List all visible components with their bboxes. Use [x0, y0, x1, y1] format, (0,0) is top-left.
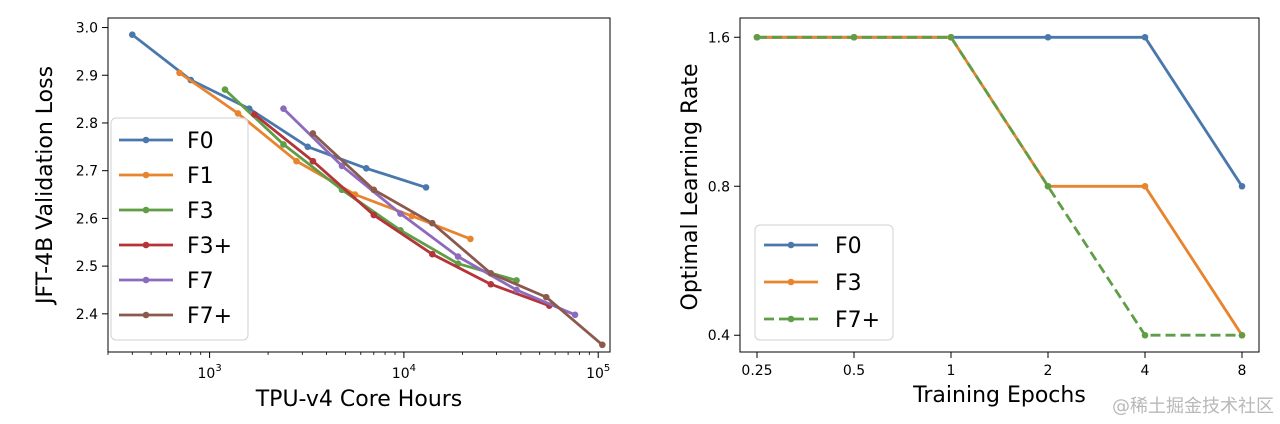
legend-marker-F7	[142, 276, 150, 284]
legend-marker-F7+	[787, 315, 795, 323]
x-tick-base: 10	[586, 366, 604, 382]
legend-marker-F3	[142, 206, 150, 214]
x-tick-label: 0.25	[741, 363, 772, 379]
legend-marker-F3	[787, 278, 795, 286]
legend-label-F0: F0	[187, 129, 214, 154]
y-tick-label: 1.6	[708, 30, 730, 46]
x-tick-label: 8	[1238, 363, 1247, 379]
x-axis-label: Training Epochs	[912, 383, 1086, 408]
x-tick-label: 105	[586, 363, 610, 382]
y-tick-label: 2.5	[76, 259, 98, 275]
x-tick-exponent: 5	[604, 363, 610, 374]
data-point-F3+	[487, 280, 495, 288]
data-point-F7+	[850, 33, 858, 41]
data-point-F0	[1238, 182, 1246, 190]
data-point-F7+	[542, 293, 550, 301]
x-tick-label: 4	[1141, 363, 1150, 379]
y-tick-label: 2.7	[76, 164, 98, 180]
data-point-F7	[454, 253, 462, 260]
y-tick-label: 2.8	[76, 116, 98, 132]
data-point-F7+	[947, 33, 955, 41]
x-tick-label: 2	[1044, 363, 1053, 379]
data-point-F3+	[309, 157, 317, 165]
chart-learning-rate-vs-epochs: 0.25 0.5 1 2 4 8 0.4 0.8 1.6 Training Epochs Optim…	[678, 17, 1260, 408]
x-axis-label: TPU-v4 Core Hours	[255, 387, 463, 412]
data-point-F7	[513, 286, 520, 294]
watermark: @稀土掘金技术社区	[1112, 396, 1274, 417]
y-axis-label: JFT-4B Validation Loss	[33, 66, 58, 306]
x-tick-exponent: 4	[410, 363, 416, 374]
data-point-F1	[408, 212, 416, 220]
data-point-F1	[176, 69, 183, 77]
data-point-F7+	[428, 219, 436, 227]
data-point-F7	[397, 210, 404, 217]
data-point-F0	[128, 31, 136, 38]
data-point-F3	[513, 277, 520, 284]
data-point-F3	[280, 141, 287, 148]
legend-marker-F0	[142, 136, 150, 144]
series-line-F7	[282, 107, 576, 317]
data-point-F1	[234, 110, 242, 117]
x-tick-base: 10	[392, 366, 410, 382]
y-tick-label: 2.4	[76, 307, 98, 323]
data-point-F3	[1141, 182, 1149, 190]
data-point-F7+	[309, 130, 317, 137]
legend-marker-F0	[787, 241, 795, 249]
y-tick-label: 0.4	[708, 328, 730, 344]
data-point-F3	[221, 86, 229, 93]
legend-label-F3: F3	[187, 199, 214, 224]
legend-label-F3: F3	[835, 271, 862, 296]
x-tick-label: 1	[947, 363, 956, 379]
x-tick-label: 104	[392, 363, 416, 382]
y-tick-label: 2.6	[76, 211, 98, 227]
data-point-F0	[304, 143, 312, 151]
legend-label-F0: F0	[835, 234, 862, 259]
data-point-F0	[362, 165, 370, 172]
y-tick-label: 3.0	[76, 21, 98, 37]
data-point-F3+	[428, 250, 436, 258]
legend-label-F7+: F7+	[187, 304, 232, 329]
series-line-F3	[224, 88, 517, 282]
series-line-F7+	[757, 35, 1242, 337]
data-point-F0	[1141, 33, 1149, 41]
data-point-F7	[280, 105, 287, 112]
legend-label-F7: F7	[187, 269, 214, 294]
legend-label-F7+: F7+	[835, 308, 880, 333]
data-point-F1	[467, 235, 474, 243]
x-tick-label: 103	[197, 363, 221, 382]
x-tick-label: 0.5	[843, 363, 865, 379]
data-point-F7+	[599, 341, 606, 349]
data-point-F1	[293, 157, 300, 165]
legend-marker-F3+	[142, 241, 150, 249]
legend-marker-F7+	[142, 311, 150, 319]
data-point-F7+	[1238, 331, 1246, 339]
x-tick-exponent: 3	[215, 363, 221, 374]
data-point-F3+	[251, 111, 258, 118]
legend-label-F3+: F3+	[187, 234, 232, 259]
data-point-F7+	[370, 186, 378, 194]
data-point-F0	[1044, 33, 1052, 41]
series-line-F7+	[311, 132, 604, 346]
data-point-F7+	[1141, 331, 1149, 339]
y-tick-label: 0.8	[708, 179, 730, 195]
legend-marker-F1	[142, 171, 150, 179]
x-tick-base: 10	[197, 366, 215, 382]
data-point-F7	[571, 311, 579, 319]
series-line-F3+	[253, 113, 550, 308]
data-point-F7+	[487, 269, 495, 277]
data-point-F7	[338, 162, 346, 170]
data-point-F0	[422, 184, 430, 191]
legend-label-F1: F1	[187, 164, 214, 189]
data-point-F3+	[370, 211, 378, 219]
data-point-F7+	[753, 33, 761, 41]
data-point-F7+	[1044, 182, 1052, 190]
y-tick-label: 2.9	[76, 68, 98, 84]
legend-box	[754, 224, 894, 341]
y-axis-label: Optimal Learning Rate	[678, 64, 703, 311]
